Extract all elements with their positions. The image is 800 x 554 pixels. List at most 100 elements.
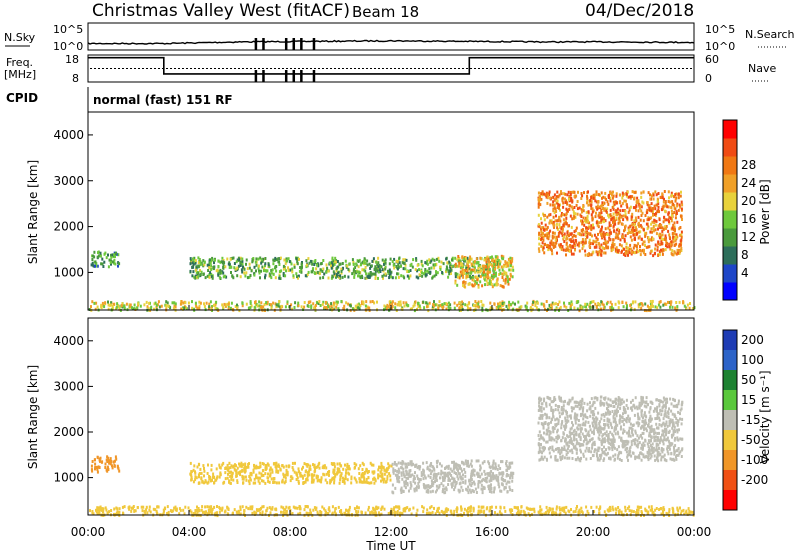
heatmap-cell [644,302,647,306]
heatmap-cell [264,269,267,273]
heatmap-cell [540,217,542,221]
heatmap-cell [192,468,195,472]
heatmap-cell [357,510,360,514]
heatmap-cell [371,259,374,263]
heatmap-cell [660,236,663,240]
heatmap-cell [280,510,282,514]
heatmap-cell [268,506,271,510]
heatmap-cell [647,510,650,514]
heatmap-cell [679,239,682,243]
heatmap-cell [558,415,561,419]
heatmap-cell [439,303,442,307]
heatmap-cell [669,247,672,251]
heatmap-cell [646,227,649,231]
heatmap-cell [453,477,456,481]
heatmap-cell [419,478,422,482]
heatmap-cell [453,301,456,305]
heatmap-cell [460,508,463,512]
heatmap-cell [671,214,673,218]
heatmap-cell [640,225,643,229]
heatmap-cell [318,461,321,465]
heatmap-cell [483,278,486,282]
heatmap-cell [430,259,433,263]
heatmap-cell [596,223,599,227]
heatmap-cell [285,468,288,472]
heatmap-cell [400,274,403,278]
heatmap-cell [586,194,588,198]
heatmap-cell [570,249,572,253]
heatmap-cell [538,510,540,514]
heatmap-cell [389,511,392,515]
heatmap-cell [585,210,588,214]
heatmap-cell [538,237,540,241]
heatmap-cell [244,274,247,278]
heatmap-cell [494,261,497,265]
heatmap-cell [92,264,95,268]
heatmap-cell [347,267,350,271]
heatmap-cell [581,305,584,309]
heatmap-cell [580,215,583,218]
heatmap-cell [560,212,563,215]
heatmap-cell [307,463,310,467]
heatmap-cell [432,263,435,267]
heatmap-cell [228,480,230,484]
heatmap-cell [332,270,335,274]
beam-label: Beam 18 [352,3,419,21]
heatmap-cell [590,196,593,199]
heatmap-cell [450,268,453,272]
heatmap-cell [142,505,145,509]
heatmap-cell [293,263,296,267]
heatmap-cell [199,263,202,267]
heatmap-cell [392,507,395,511]
heatmap-cell [210,258,213,262]
heatmap-cell [475,275,478,279]
freq-trace [88,56,694,75]
heatmap-cell [243,267,246,271]
heatmap-cell [571,207,574,211]
heatmap-cell [598,221,600,225]
heatmap-cell [465,462,468,465]
heatmap-cell [404,465,407,469]
heatmap-cell [227,469,230,472]
heatmap-cell [417,305,420,309]
heatmap-cell [194,268,197,272]
heatmap-cell [650,236,653,240]
heatmap-cell [332,307,335,311]
heatmap-cell [387,305,390,309]
heatmap-cell [603,418,606,422]
heatmap-cell [556,238,558,242]
heatmap-cell [576,212,579,216]
heatmap-cell [653,252,656,256]
heatmap-cell [529,306,532,310]
heatmap-cell [433,506,435,510]
heatmap-cell [345,471,347,475]
heatmap-cell [412,477,415,481]
heatmap-cell [368,306,371,310]
heatmap-cell [95,510,98,514]
heatmap-cell [431,276,434,280]
heatmap-cell [350,475,353,479]
heatmap-cell [277,302,280,306]
heatmap-cell [451,485,453,489]
heatmap-cell [416,474,419,478]
heatmap-cell [354,270,357,274]
heatmap-cell [560,190,562,194]
heatmap-cell [284,476,287,480]
heatmap-cell [315,267,318,271]
heatmap-cell [310,304,313,308]
heatmap-cell [666,245,669,249]
heatmap-cell [461,302,464,306]
heatmap-cell [258,269,260,273]
heatmap-cell [639,204,642,208]
heatmap-cell [671,193,674,197]
heatmap-cell [524,304,527,308]
heatmap-cell [330,266,333,270]
heatmap-cell [628,509,631,513]
heatmap-cell [489,270,492,274]
heatmap-cell [420,471,423,475]
heatmap-cell [369,271,372,275]
heatmap-cell [372,507,375,511]
heatmap-cell [287,257,290,261]
heatmap-cell [208,273,211,277]
heatmap-cell [654,305,657,309]
